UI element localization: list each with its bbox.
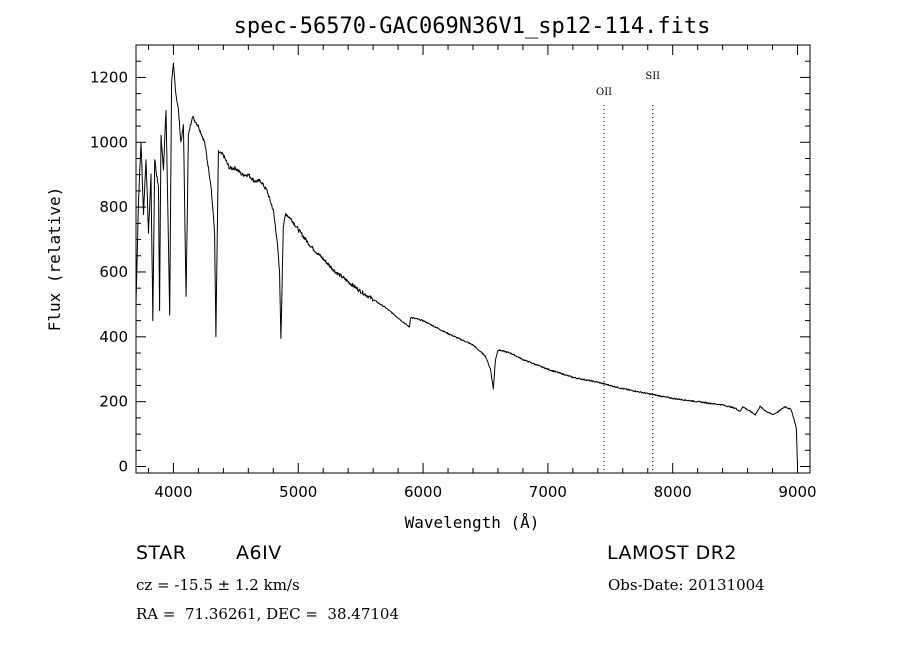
x-tick-label: 8000: [654, 483, 692, 501]
spectrum-series-line: [135, 62, 798, 467]
axis-ticks: [136, 45, 810, 473]
reference-line-label: SII: [645, 71, 660, 82]
y-tick-label: 200: [99, 393, 128, 411]
y-tick-label: 400: [99, 328, 128, 346]
y-axis-label: Flux (relative): [45, 187, 64, 332]
x-tick-label: 6000: [404, 483, 442, 501]
x-tick-label: 4000: [154, 483, 192, 501]
info-right: LAMOST DR2 Obs-Date: 20131004: [607, 542, 765, 594]
y-tick-label: 600: [99, 263, 128, 281]
plot-frame: [135, 44, 811, 474]
observation-date: Obs-Date: 20131004: [608, 576, 765, 594]
y-tick-label: 800: [99, 198, 128, 216]
spectral-subclass: A6IV: [236, 542, 282, 564]
y-tick-label: 1000: [90, 133, 128, 151]
survey-name: LAMOST DR2: [607, 542, 737, 564]
x-tick-label: 7000: [529, 483, 567, 501]
chart-title: spec-56570-GAC069N36V1_sp12-114.fits: [234, 14, 711, 39]
redshift-cz: cz = -15.5 ± 1.2 km/s: [136, 576, 300, 594]
x-tick-label: 9000: [778, 483, 816, 501]
reference-line-label: OII: [596, 87, 612, 98]
tick-labels: 4000 5000 6000 7000 8000 9000 0 200 400 600 800 100…: [90, 68, 817, 501]
x-axis-label: Wavelength (Å): [405, 513, 540, 532]
reference-lines: OII SII: [596, 71, 660, 473]
object-class: STAR: [136, 542, 186, 564]
y-tick-label: 0: [118, 458, 128, 476]
info-left: STAR A6IV cz = -15.5 ± 1.2 km/s RA = 71.…: [136, 542, 399, 623]
x-tick-label: 5000: [279, 483, 317, 501]
y-tick-label: 1200: [90, 68, 128, 86]
coordinates: RA = 71.36261, DEC = 38.47104: [136, 605, 399, 623]
